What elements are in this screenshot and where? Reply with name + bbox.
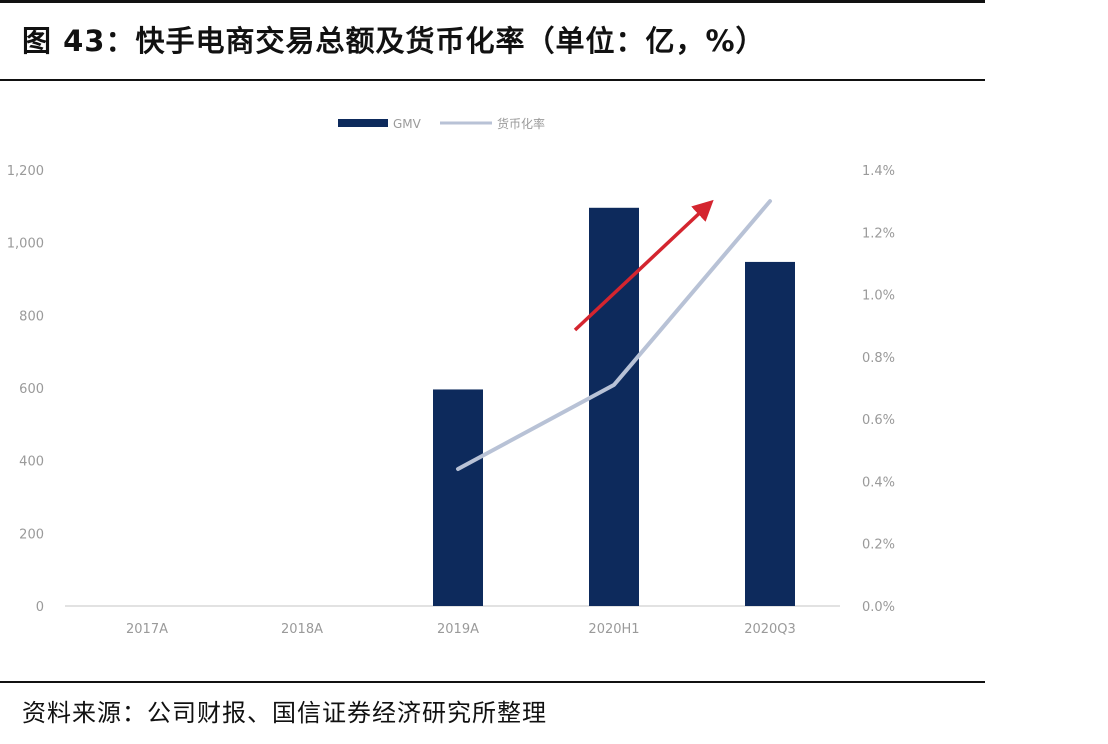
x-axis-label: 2017A [126,622,168,637]
left-axis-tick: 400 [19,455,44,470]
right-axis-tick: 1.4% [862,164,895,179]
right-axis-tick: 0.8% [862,351,895,366]
monetization-rate-line [456,199,772,471]
right-axis-tick: 1.2% [862,226,895,241]
x-axis-label: 2019A [437,622,479,637]
bottom-rule [0,681,985,683]
right-axis-tick: 1.0% [862,289,895,304]
x-axis-label: 2018A [281,622,323,637]
gmv-bar [589,207,639,606]
top-rule [0,0,985,3]
right-axis-tick: 0.6% [862,413,895,428]
left-axis-tick: 800 [19,309,44,324]
chart-area: 0 200 400 600 800 1,000 1,200 0.0% 0.2% 0.4% 0.6% 0… [0,90,1108,670]
gmv-bar [433,389,483,606]
source-note: 资料来源：公司财报、国信证券经济研究所整理 [22,699,547,727]
title-rule [0,79,985,81]
legend-gmv-swatch [338,119,388,127]
left-axis-tick: 1,000 [7,237,44,252]
left-axis-tick: 1,200 [7,164,44,179]
x-axis-label: 2020H1 [588,622,639,637]
right-axis-tick: 0.0% [862,600,895,615]
legend-rate-label: 货币化率 [497,116,545,131]
left-axis-tick: 600 [19,382,44,397]
right-axis-tick: 0.2% [862,538,895,553]
left-axis-tick: 200 [19,527,44,542]
x-axis-label: 2020Q3 [744,622,796,637]
right-axis-tick: 0.4% [862,475,895,490]
figure-title: 图 43：快手电商交易总额及货币化率（单位：亿，%） [22,24,766,58]
gmv-bar [745,261,795,606]
legend-gmv-label: GMV [393,117,422,131]
trend-arrow-icon [573,199,714,332]
combo-chart: 0 200 400 600 800 1,000 1,200 0.0% 0.2% 0.4% 0.6% 0… [7,116,895,637]
left-axis-tick: 0 [36,600,44,615]
